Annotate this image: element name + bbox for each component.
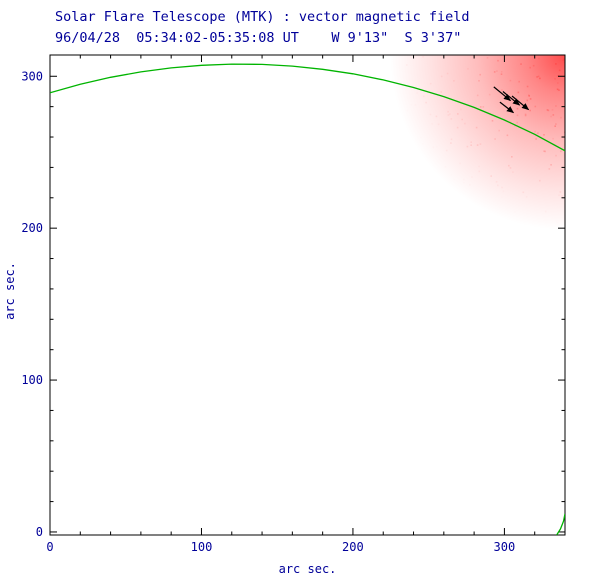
x-tick-label: 300	[494, 540, 516, 554]
plot-subtitle: 96/04/28 05:34:02-05:35:08 UT W 9'13" S …	[55, 30, 462, 46]
vector-arrow	[499, 101, 514, 114]
plot-title: Solar Flare Telescope (MTK) : vector mag…	[55, 9, 470, 25]
vector-arrow	[493, 86, 511, 102]
axis-ticks	[50, 55, 565, 535]
x-tick-label: 200	[342, 540, 364, 554]
x-axis-label: arc sec.	[278, 562, 337, 576]
vector-arrow	[511, 95, 530, 111]
solar-limb-curve	[50, 63, 565, 152]
field-vector-arrows	[493, 86, 530, 114]
y-tick-label: 200	[21, 221, 43, 235]
y-tick-label: 0	[36, 525, 43, 539]
x-tick-label: 100	[191, 540, 213, 554]
field-strength-shading	[375, 55, 565, 245]
plot-frame	[49, 54, 566, 536]
x-tick-label: 0	[46, 540, 53, 554]
y-tick-label: 300	[21, 69, 43, 83]
y-tick-label: 100	[21, 373, 43, 387]
limb-feature-bottom-right	[556, 513, 565, 535]
vector-arrow	[502, 91, 521, 106]
